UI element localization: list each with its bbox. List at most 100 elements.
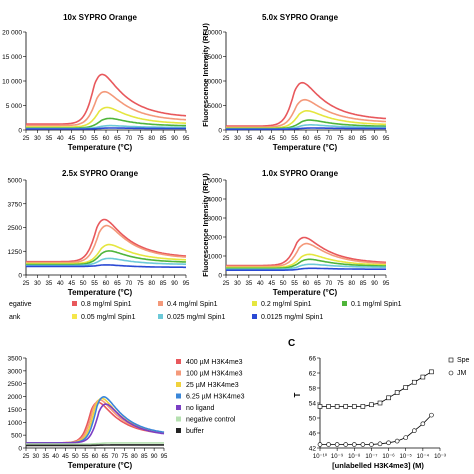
series-line-6 (26, 442, 164, 445)
x-tick-label: 70 (326, 281, 333, 287)
x-tick-label: 50 (280, 136, 287, 142)
x-axis-label: Temperature (°C) (273, 143, 338, 152)
panel-1x: 1.0x SYPRO Orange Fluorescence Intensity… (201, 169, 390, 297)
x-tick-label: 40 (57, 136, 64, 142)
series-line-2 (26, 224, 187, 264)
x-tick-label: 45 (268, 281, 275, 287)
x-tick-label: 60 (103, 281, 110, 287)
panel-title: 1.0x SYPRO Orange (262, 169, 339, 178)
data-point-circle (377, 441, 383, 447)
series-line-6 (26, 264, 186, 269)
y-tick-label: 54 (309, 401, 317, 408)
panel-letter: C (288, 338, 295, 349)
y-tick-label: 42 (309, 446, 317, 453)
data-point-square (420, 374, 426, 380)
y-tick-label: 3500 (8, 356, 23, 363)
y-tick-label: 1000 (208, 254, 223, 261)
series-line-4 (26, 250, 187, 266)
x-tick-label: 45 (68, 281, 75, 287)
x-tick-label: 85 (160, 136, 167, 142)
legend-label: Spe (457, 357, 470, 364)
legend-swatch (0, 314, 5, 319)
legend-label: 100 µM H3K4me3 (186, 371, 243, 378)
y-axis-label: Fluorescence Intensity (RFU) (201, 173, 210, 277)
x-tick-label: 35 (42, 454, 49, 460)
x-tick-label: 35 (46, 136, 53, 142)
x-tick-label: 25 (23, 281, 30, 287)
x-tick-label: 25 (223, 136, 230, 142)
x-tick-label: 65 (314, 136, 321, 142)
x-tick-label: 45 (62, 454, 69, 460)
x-tick-label: 85 (160, 281, 167, 287)
y-tick-label: 66 (309, 356, 317, 363)
x-tick-label: 40 (57, 281, 64, 287)
tm-legend: Spe JM (448, 357, 470, 377)
legend-swatch (252, 314, 257, 319)
x-tick-label: 60 (92, 454, 99, 460)
x-tick-label: 65 (314, 281, 321, 287)
x-tick-label: 55 (91, 136, 98, 142)
legend-label: 0.1 mg/ml Spin1 (351, 301, 402, 308)
legend-label: negative control (186, 417, 236, 424)
x-tick-label: 40 (257, 281, 264, 287)
data-point-circle (411, 428, 417, 433)
x-tick-label: 10⁻⁹ (331, 453, 344, 460)
x-tick-label: 10⁻⁴ (417, 453, 430, 460)
legend-swatch (176, 428, 181, 433)
data-point-square (429, 369, 434, 375)
x-tick-label: 30 (234, 136, 241, 142)
x-tick-label: 70 (326, 136, 333, 142)
x-tick-label: 25 (23, 454, 30, 460)
data-point-square (386, 395, 391, 401)
y-tick-label: 2500 (8, 381, 23, 388)
plot-area: 0 1250 2500 3750 5000 25 30 35 40 45 50 55 60 65 70 75 8… (8, 178, 190, 288)
legend-label: 6.25 µM H3K4me3 (186, 394, 245, 401)
panel-c: C T 42 46 50 54 58 62 66 10⁻¹⁰ 10⁻⁹ 10⁻⁸ 10⁻⁷ 10⁻⁶ 1… (288, 338, 470, 470)
x-tick-label: 80 (348, 281, 355, 287)
x-tick-label: 40 (257, 136, 264, 142)
series-line-4 (226, 258, 386, 270)
x-tick-label: 80 (148, 281, 155, 287)
x-tick-label: 10⁻¹⁰ (313, 453, 328, 460)
data-point-circle (369, 442, 374, 447)
x-tick-label: 50 (72, 454, 79, 460)
legend-swatch (158, 301, 163, 306)
series-line-2 (26, 90, 186, 127)
x-tick-label: 95 (383, 281, 390, 287)
series-line-1 (226, 236, 386, 267)
y-tick-label: 3000 (8, 368, 23, 375)
y-tick-label: 5 000 (6, 103, 23, 110)
data-point-circle (334, 442, 340, 447)
legend-label: 400 µM H3K4me3 (186, 359, 243, 366)
data-point-square (360, 404, 366, 409)
y-tick-label: 46 (309, 431, 317, 438)
y-tick-label: 5000 (208, 178, 223, 185)
legend-label: 0.0125 mg/ml Spin1 (261, 314, 323, 321)
x-tick-label: 65 (114, 136, 121, 142)
data-point-circle (317, 442, 323, 447)
x-tick-label: 10⁻⁷ (365, 453, 377, 460)
x-tick-label: 35 (246, 136, 253, 142)
x-tick-label: 60 (103, 136, 110, 142)
fit-line-Spe (320, 371, 432, 407)
x-tick-label: 55 (291, 281, 298, 287)
series-line-6 (226, 127, 386, 131)
legend-swatch (342, 301, 347, 306)
data-point-circle (343, 442, 349, 447)
x-tick-label: 55 (82, 454, 89, 460)
legend-label: 0.05 mg/ml Spin1 (81, 314, 136, 321)
x-tick-label: 30 (33, 454, 40, 460)
y-tick-label: 15000 (204, 54, 222, 61)
x-tick-label: 35 (246, 281, 253, 287)
x-tick-label: 45 (68, 136, 75, 142)
y-tick-label: 1000 (8, 420, 23, 427)
y-tick-label: 3000 (208, 216, 223, 223)
data-point-square (334, 404, 340, 409)
ligand-legend: 400 µM H3K4me3 100 µM H3K4me3 25 µM H3K4me… (176, 359, 245, 435)
x-tick-label: 10⁻³ (434, 454, 446, 460)
y-tick-label: 2000 (208, 235, 223, 242)
data-point-square (326, 404, 331, 409)
series-line-3 (226, 253, 386, 269)
y-tick-label: 50 (309, 416, 317, 423)
legend-label: 0.2 mg/ml Spin1 (261, 301, 312, 308)
